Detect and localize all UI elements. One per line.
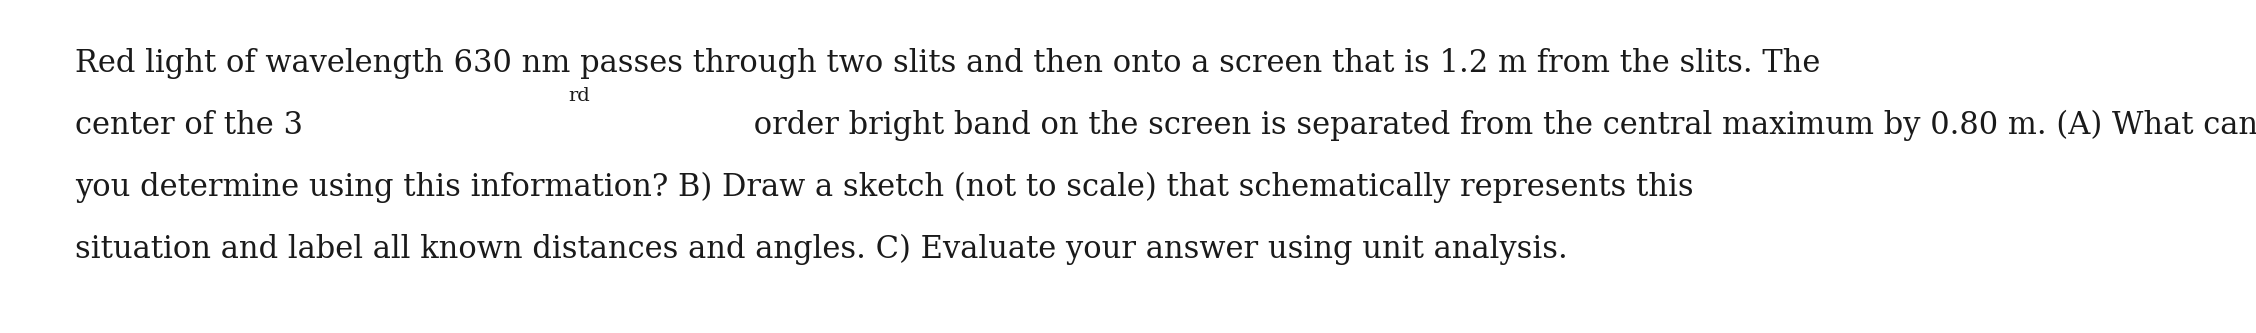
Text: situation and label all known distances and angles. C) Evaluate your answer usin: situation and label all known distances …: [74, 234, 1568, 265]
Text: you determine using this information? B) Draw a sketch (not to scale) that schem: you determine using this information? B)…: [74, 172, 1694, 203]
Text: rd: rd: [569, 87, 589, 105]
Text: Red light of wavelength 630 nm passes through two slits and then onto a screen t: Red light of wavelength 630 nm passes th…: [74, 48, 1821, 79]
Text: center of the 3: center of the 3: [74, 110, 302, 141]
Text: order bright band on the screen is separated from the central maximum by 0.80 m.: order bright band on the screen is separ…: [744, 110, 2256, 141]
